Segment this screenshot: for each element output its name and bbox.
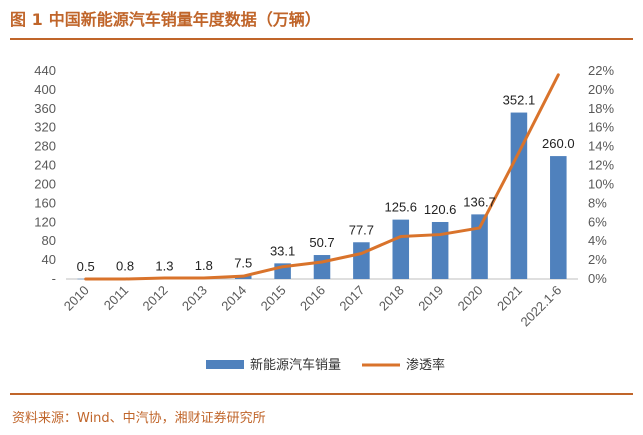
- data-label-2022.1-6: 260.0: [542, 136, 575, 151]
- y-right-tick-8: 8%: [588, 195, 607, 210]
- y-left-tick-120: 120: [34, 214, 56, 229]
- bar-series: [77, 112, 567, 280]
- x-tick-2022.1-6: 2022.1-6: [518, 283, 565, 330]
- y-left-tick-80: 80: [42, 233, 56, 248]
- y-left-tick-40: 40: [42, 252, 56, 267]
- y-left-tick-0: -: [52, 271, 56, 286]
- x-tick-2020: 2020: [455, 283, 486, 314]
- y-right-tick-2: 2%: [588, 252, 607, 267]
- sales-chart: - 40 80 120 160 200 240 280 320 360 400 440 0% 2% 4% 6%…: [34, 63, 614, 373]
- y-left-tick-200: 200: [34, 176, 56, 191]
- data-label-2010: 0.5: [77, 259, 95, 274]
- line-series: [84, 73, 560, 281]
- y-right-tick-6: 6%: [588, 214, 607, 229]
- y-left-tick-280: 280: [34, 139, 56, 154]
- bar-2017: [353, 242, 370, 279]
- figure-title-text: 中国新能源汽车销量年度数据（万辆）: [48, 10, 321, 29]
- bar-2016: [313, 255, 331, 279]
- y-right-tick-16: 16%: [588, 120, 614, 135]
- data-labels: 0.5 0.8 1.3 1.8 7.5 33.1 50.7 77.7 125.6 120.6 136…: [77, 93, 575, 274]
- data-label-2014: 7.5: [234, 255, 252, 270]
- x-tick-labels: 2010 2011 2012 2013 2014 2015 2016 2017 2018 2019…: [61, 283, 565, 330]
- y-right-tick-0: 0%: [588, 271, 607, 286]
- y-left-tick-360: 360: [34, 101, 56, 116]
- chart-legend: 新能源汽车销量 渗透率: [206, 357, 445, 373]
- x-tick-2015: 2015: [258, 283, 289, 314]
- y-right-tick-20: 20%: [588, 82, 614, 97]
- legend-label-line: 渗透率: [406, 357, 445, 373]
- data-label-2017: 77.7: [349, 222, 374, 237]
- x-tick-2014: 2014: [218, 283, 249, 314]
- data-label-2015: 33.1: [270, 243, 295, 258]
- y-right-tick-14: 14%: [588, 139, 614, 154]
- y-left-tick-400: 400: [34, 82, 56, 97]
- x-tick-2011: 2011: [101, 283, 131, 313]
- data-label-2021: 352.1: [503, 93, 536, 108]
- data-label-2011: 0.8: [116, 259, 134, 274]
- figure-title: 图 1 中国新能源汽车销量年度数据（万辆）: [10, 6, 321, 30]
- bar-2018: [392, 219, 410, 279]
- x-tick-2012: 2012: [140, 283, 171, 314]
- x-tick-2010: 2010: [61, 283, 92, 314]
- bar-2020: [471, 214, 488, 279]
- x-tick-2019: 2019: [415, 283, 446, 314]
- y-right-tick-4: 4%: [588, 233, 607, 248]
- chart-axes: - 40 80 120 160 200 240 280 320 360 400 440 0% 2% 4% 6%…: [34, 63, 614, 286]
- data-label-2019: 120.6: [424, 202, 457, 217]
- y-left-tick-240: 240: [34, 158, 56, 173]
- data-label-2013: 1.8: [195, 258, 213, 273]
- y-right-tick-22: 22%: [588, 63, 614, 78]
- x-tick-2016: 2016: [297, 283, 328, 314]
- y-right-tick-12: 12%: [588, 158, 614, 173]
- legend-label-bar: 新能源汽车销量: [250, 357, 341, 373]
- data-label-2018: 125.6: [384, 200, 417, 215]
- bar-2022.1-6: [550, 156, 567, 279]
- y-left-tick-320: 320: [34, 120, 56, 135]
- bar-2021: [510, 112, 528, 279]
- legend-swatch-bar: [206, 360, 244, 369]
- x-tick-2013: 2013: [179, 283, 210, 314]
- bar-2019: [431, 221, 449, 279]
- x-tick-2017: 2017: [336, 283, 367, 314]
- data-label-2020: 136.7: [463, 194, 496, 209]
- x-tick-2018: 2018: [376, 283, 407, 314]
- x-tick-2021: 2021: [494, 283, 525, 314]
- data-label-2016: 50.7: [309, 235, 334, 250]
- source-note: 资料来源：Wind、中汽协，湘财证券研究所: [12, 411, 266, 426]
- y-left-tick-440: 440: [34, 63, 56, 78]
- bottom-divider: [10, 393, 633, 395]
- y-right-tick-18: 18%: [588, 101, 614, 116]
- top-divider: [10, 38, 633, 40]
- data-label-2012: 1.3: [155, 258, 173, 273]
- figure-number: 图 1: [10, 10, 43, 29]
- y-right-tick-10: 10%: [588, 176, 614, 191]
- y-left-tick-160: 160: [34, 195, 56, 210]
